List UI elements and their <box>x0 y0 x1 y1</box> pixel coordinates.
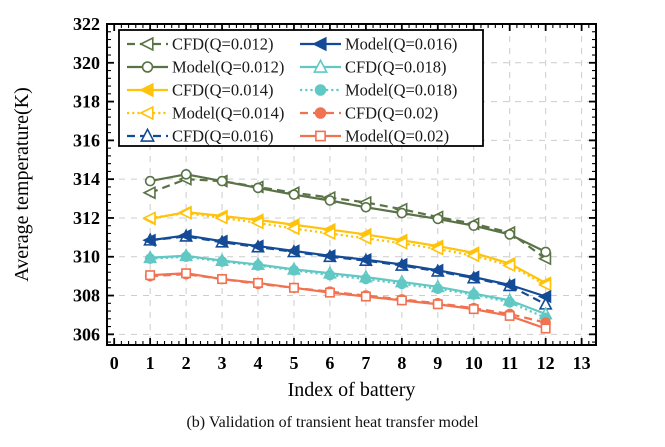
axis-labels: 0 1 2 3 4 5 6 7 8 9 10 11 12 133063083103123143163183… <box>11 14 591 401</box>
axis-frame <box>106 23 597 346</box>
svg-text:5: 5 <box>289 353 298 373</box>
y-axis-label: Average temperature(K) <box>11 87 33 282</box>
svg-text:CFD(Q=0.014): CFD(Q=0.014) <box>172 81 273 100</box>
temperature-line-chart: 0 1 2 3 4 5 6 7 8 9 10 11 12 133063083103123143163183… <box>11 14 597 401</box>
svg-text:Model(Q=0.02): Model(Q=0.02) <box>345 127 449 146</box>
svg-text:320: 320 <box>73 53 100 73</box>
svg-text:7: 7 <box>361 353 370 373</box>
svg-text:1: 1 <box>146 353 155 373</box>
svg-text:318: 318 <box>73 92 100 112</box>
series-Model(Q=0.012) <box>144 169 551 258</box>
series-Model(Q=0.014) <box>142 206 552 292</box>
legend: CFD(Q=0.012) Model(Q=0.012) CFD(Q=0.014) Mo… <box>118 29 484 147</box>
series-CFD(Q=0.02) <box>144 268 551 328</box>
figure-caption: (b) Validation of transient heat transfe… <box>186 414 479 431</box>
svg-text:Model(Q=0.012): Model(Q=0.012) <box>172 58 284 77</box>
svg-text:4: 4 <box>254 353 263 373</box>
series-CFD(Q=0.012) <box>142 172 552 266</box>
svg-text:3: 3 <box>218 353 227 373</box>
svg-text:Model(Q=0.018): Model(Q=0.018) <box>345 81 457 100</box>
svg-text:CFD(Q=0.012): CFD(Q=0.012) <box>172 35 273 54</box>
svg-text:0: 0 <box>110 353 119 373</box>
svg-text:11: 11 <box>501 353 518 373</box>
svg-text:9: 9 <box>433 353 442 373</box>
svg-text:13: 13 <box>573 353 591 373</box>
svg-text:CFD(Q=0.016): CFD(Q=0.016) <box>172 127 273 146</box>
svg-text:12: 12 <box>537 353 555 373</box>
series-Model(Q=0.016) <box>142 228 552 304</box>
svg-text:CFD(Q=0.018): CFD(Q=0.018) <box>345 58 446 77</box>
svg-text:306: 306 <box>73 324 100 344</box>
svg-text:314: 314 <box>73 169 100 189</box>
svg-text:8: 8 <box>397 353 406 373</box>
svg-text:Model(Q=0.014): Model(Q=0.014) <box>172 104 284 123</box>
svg-text:310: 310 <box>73 247 100 267</box>
svg-text:CFD(Q=0.02): CFD(Q=0.02) <box>345 104 438 123</box>
svg-text:312: 312 <box>73 208 100 228</box>
svg-text:316: 316 <box>73 130 100 150</box>
svg-text:2: 2 <box>182 353 191 373</box>
svg-text:6: 6 <box>325 353 334 373</box>
svg-text:Model(Q=0.016): Model(Q=0.016) <box>345 35 457 54</box>
x-axis-label: Index of battery <box>288 379 416 401</box>
series-Model(Q=0.02) <box>145 268 551 334</box>
svg-text:10: 10 <box>465 353 483 373</box>
svg-text:308: 308 <box>73 286 100 306</box>
svg-text:322: 322 <box>73 14 100 34</box>
